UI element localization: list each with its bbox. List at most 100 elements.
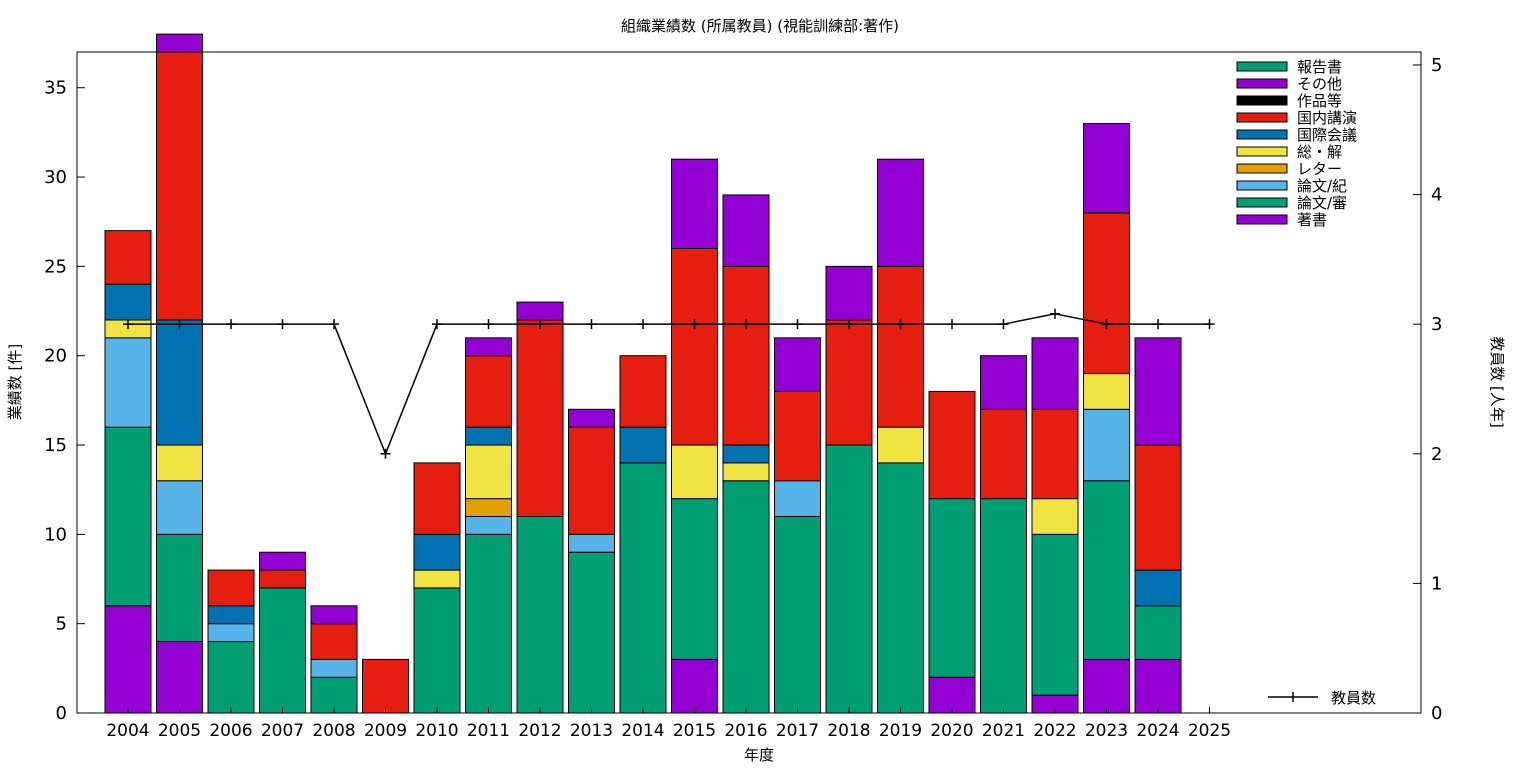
bar-2005-series-6	[156, 51, 203, 321]
x-tick-label-2005: 2005	[158, 721, 201, 741]
x-tick-label-2008: 2008	[312, 721, 355, 741]
bar-2004-series-0	[104, 605, 152, 714]
bar-2006-series-6	[207, 569, 255, 607]
legend-swatch-5	[1236, 146, 1288, 157]
bar-2008-series-8	[310, 605, 358, 625]
x-tick-label-2022: 2022	[1033, 721, 1076, 741]
bar-2011-series-2	[465, 515, 512, 535]
bar-2019-series-8	[877, 158, 924, 267]
bar-2018-series-1	[825, 444, 873, 714]
x-tick-label-2023: 2023	[1085, 721, 1128, 741]
teacher-count-point-2019	[895, 319, 906, 330]
x-tick-label-2021: 2021	[982, 721, 1025, 741]
y2-tick-label-0: 0	[1431, 703, 1442, 724]
teacher-count-point-2007	[277, 319, 288, 330]
bar-2013-series-2	[568, 533, 615, 553]
legend-swatch-8	[1236, 197, 1288, 208]
bar-2021-series-1	[980, 498, 1027, 714]
bar-2024-series-1	[1134, 605, 1182, 660]
legend-label-6: レター	[1297, 160, 1342, 178]
bar-2016-series-1	[722, 480, 770, 714]
bar-2004-series-6	[104, 230, 152, 285]
bar-2023-series-8	[1083, 122, 1130, 214]
bar-2013-series-1	[568, 551, 615, 714]
bar-2022-series-1	[1031, 533, 1079, 696]
legend-line-swatch	[1268, 692, 1318, 702]
bar-2011-series-8	[465, 337, 512, 357]
bar-2021-series-6	[980, 408, 1027, 500]
teacher-count-point-2004	[123, 319, 133, 330]
teacher-count-point-2018	[844, 319, 854, 330]
legend-label-7: 論文/紀	[1297, 177, 1347, 195]
teacher-count-point-2020	[947, 319, 957, 330]
legend-label-8: 論文/審	[1297, 194, 1347, 212]
teacher-count-point-2017	[792, 319, 803, 330]
bar-2011-series-4	[465, 444, 512, 500]
y2-tick-label-3: 3	[1431, 314, 1442, 335]
bar-2019-series-4	[877, 426, 924, 464]
bar-2023-series-6	[1083, 212, 1130, 375]
teacher-count-point-2008	[329, 319, 339, 330]
bar-2014-series-1	[619, 462, 667, 714]
y-tick-label-0: 0	[56, 703, 67, 724]
x-tick-label-2015: 2015	[673, 721, 716, 741]
x-tick-label-2016: 2016	[724, 721, 767, 741]
bar-2018-series-8	[825, 265, 873, 321]
bar-2013-series-8	[568, 408, 615, 428]
y-tick-label-30: 30	[44, 167, 67, 188]
y-axis-label: 業績数 [件]	[6, 344, 24, 420]
bar-2016-series-6	[722, 265, 770, 446]
bar-2020-series-1	[928, 498, 976, 678]
x-axis-label: 年度	[744, 746, 774, 764]
bar-2015-series-4	[671, 444, 718, 500]
bar-2015-series-1	[671, 498, 718, 660]
teacher-count-point-2025	[1204, 319, 1215, 330]
bar-2023-series-0	[1083, 658, 1130, 714]
teacher-count-point-2006	[226, 319, 236, 330]
x-tick-label-2004: 2004	[106, 721, 149, 741]
bar-2011-series-5	[465, 426, 512, 446]
legend-label-4: 国際会議	[1297, 126, 1357, 144]
bar-2010-series-4	[413, 569, 461, 589]
legend-label-1: その他	[1297, 75, 1342, 93]
bar-2023-series-1	[1083, 480, 1130, 660]
legend-line-label: 教員数	[1331, 689, 1376, 707]
x-tick-label-2019: 2019	[879, 721, 922, 741]
y2-tick-label-5: 5	[1431, 55, 1442, 76]
x-tick-label-2010: 2010	[415, 721, 458, 741]
bar-2011-series-6	[465, 355, 512, 428]
bar-2008-series-6	[310, 623, 358, 660]
y2-tick-label-4: 4	[1431, 185, 1442, 206]
bar-2024-series-8	[1134, 337, 1182, 446]
bar-2005-series-1	[156, 533, 203, 643]
bar-2014-series-5	[619, 426, 667, 464]
y-tick-label-35: 35	[44, 78, 67, 99]
bar-2004-series-2	[104, 337, 152, 428]
y2-tick-label-1: 1	[1431, 573, 1442, 594]
bar-2014-series-6	[619, 355, 667, 428]
bar-2018-series-6	[825, 319, 873, 446]
y-tick-label-5: 5	[56, 614, 67, 635]
legend-swatch-3	[1236, 112, 1288, 123]
teacher-count-point-2010	[432, 319, 442, 330]
bar-2004-series-1	[104, 426, 152, 607]
bar-2020-series-6	[928, 390, 976, 500]
bar-2013-series-6	[568, 426, 615, 535]
x-tick-label-2017: 2017	[776, 721, 819, 741]
bar-2023-series-4	[1083, 373, 1130, 410]
teacher-count-point-2005	[174, 319, 185, 330]
teacher-count-point-2024	[1153, 319, 1163, 330]
bar-2024-series-5	[1134, 569, 1182, 607]
teacher-count-point-2014	[638, 319, 648, 330]
teacher-line-layer	[123, 308, 1215, 459]
bar-2010-series-6	[413, 462, 461, 535]
bar-2007-series-8	[259, 551, 306, 571]
x-tick-label-2009: 2009	[364, 721, 407, 741]
bar-2007-series-6	[259, 569, 306, 589]
bar-2007-series-1	[259, 587, 306, 714]
bar-2005-series-4	[156, 444, 203, 482]
legend-label-9: 著書	[1297, 211, 1327, 229]
x-tick-label-2020: 2020	[930, 721, 973, 741]
